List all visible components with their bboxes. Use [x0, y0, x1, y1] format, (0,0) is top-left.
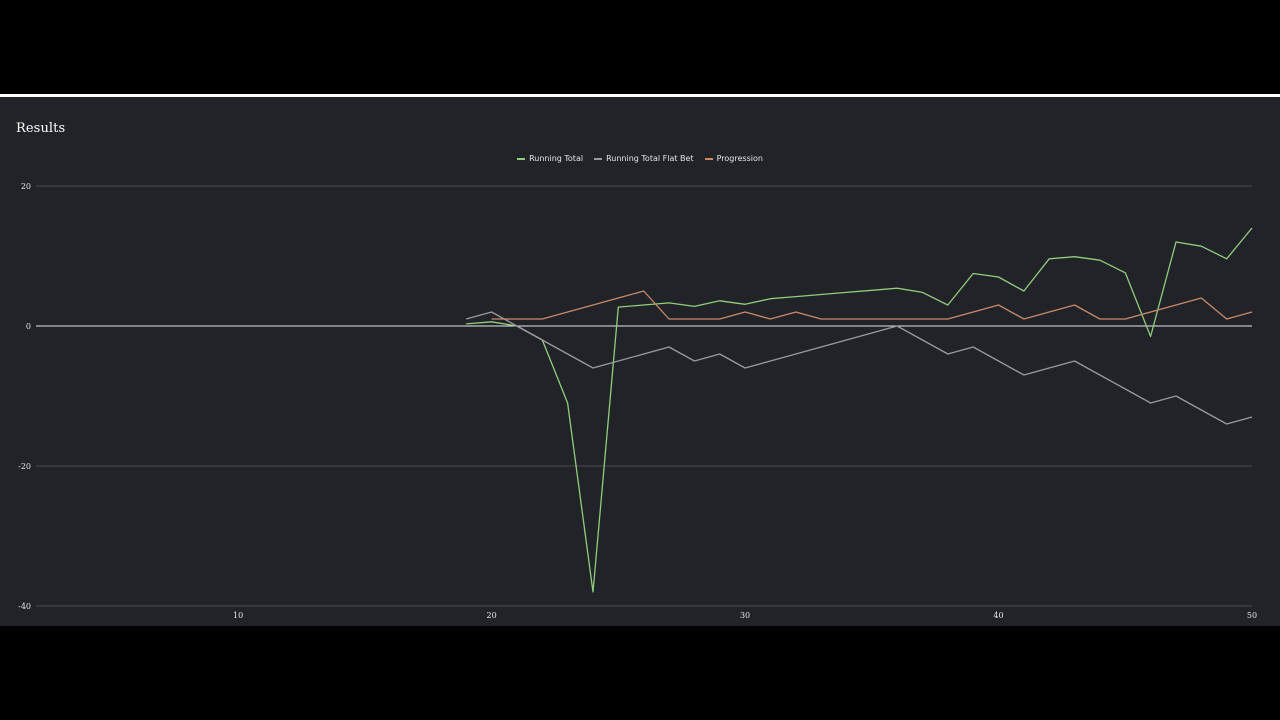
legend-label-running-total-flat-bet: Running Total Flat Bet [606, 154, 694, 163]
legend-swatch-running-total-flat-bet [594, 157, 603, 160]
series-line-progression [491, 290, 1253, 320]
legend-item-running-total-flat-bet[interactable]: Running Total Flat Bet [594, 154, 694, 163]
x-tick-label: 20 [486, 611, 496, 620]
y-tick-label: -40 [18, 602, 31, 611]
y-tick-label: -20 [18, 462, 31, 471]
legend-item-progression[interactable]: Progression [704, 154, 763, 163]
x-tick-label: 50 [1247, 611, 1257, 620]
line-chart: 20 0 -20 -40 10 20 30 40 50 [18, 182, 1257, 620]
series-line-running-total [466, 227, 1253, 593]
results-title: Results [16, 121, 66, 136]
legend-swatch-running-total [517, 157, 526, 160]
x-tick-label: 10 [233, 611, 243, 620]
legend-label-progression: Progression [716, 154, 763, 163]
x-tick-label: 40 [993, 611, 1003, 620]
legend-label-running-total: Running Total [529, 154, 584, 163]
chart-legend: Running Total Running Total Flat Bet Pro… [0, 154, 1280, 163]
series-line-running-total-flat-bet [466, 311, 1253, 425]
y-tick-label: 0 [26, 322, 31, 331]
results-panel: Results Running Total Running Total Flat… [0, 97, 1280, 626]
legend-item-running-total[interactable]: Running Total [517, 154, 583, 163]
x-tick-label: 30 [740, 611, 750, 620]
y-tick-label: 20 [21, 182, 31, 191]
legend-swatch-progression [704, 157, 713, 160]
top-border [0, 94, 1280, 97]
